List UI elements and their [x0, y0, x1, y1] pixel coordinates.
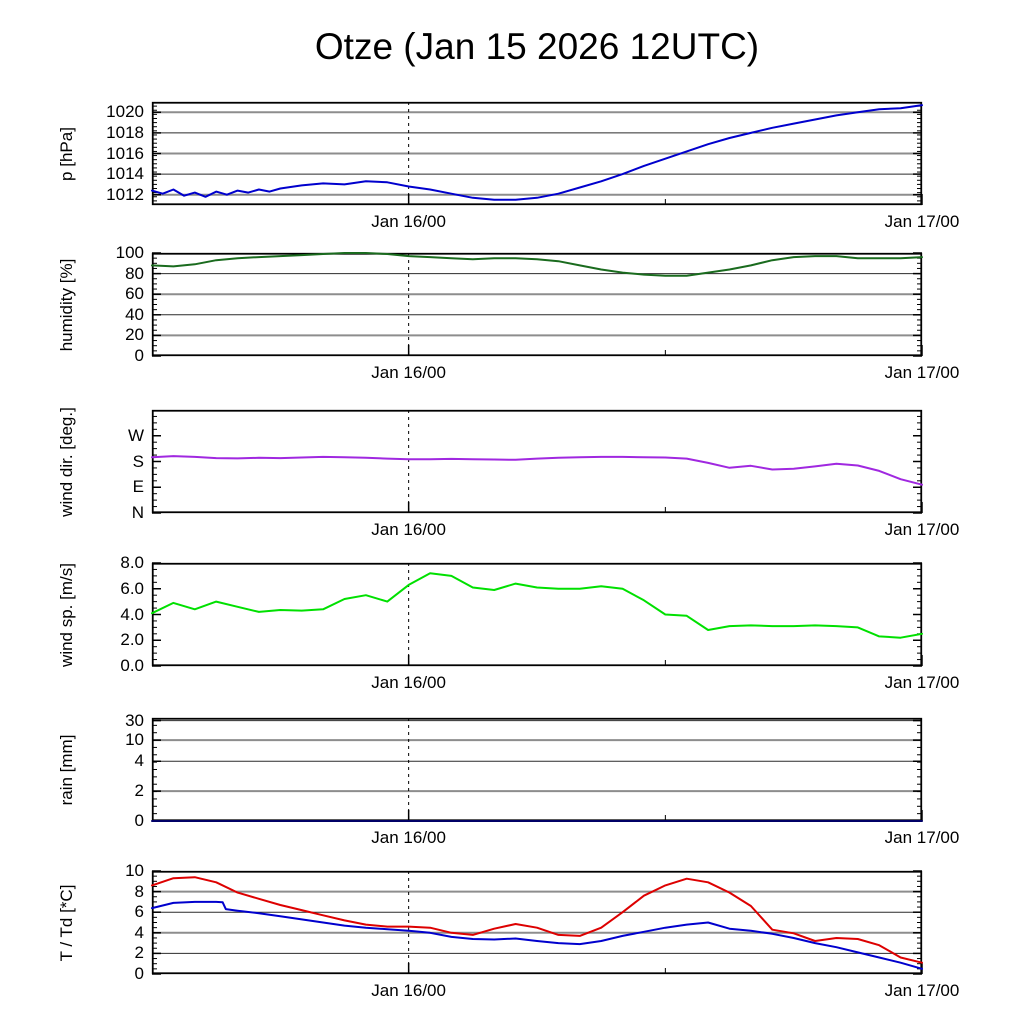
y-axis-label: wind sp. [m/s] [57, 562, 76, 667]
y-tick-label: 1018 [106, 122, 144, 142]
panel-border [151, 562, 923, 667]
panel-plot-wind_direction [151, 409, 923, 514]
y-tick-label: 2.0 [120, 630, 144, 650]
y-tick-label: 0.0 [120, 656, 144, 675]
panel-plot-pressure [151, 101, 923, 206]
chart-title: Otze (Jan 15 2026 12UTC) [314, 26, 760, 67]
x-tick-label: Jan 17/00 [884, 673, 960, 692]
y-tick-label: 4 [134, 751, 144, 771]
y-tick-label: S [132, 451, 144, 471]
y-tick-label: 30 [125, 710, 144, 730]
y-axis-label: p [hPa] [57, 126, 76, 181]
y-tick-label: 6 [134, 902, 144, 922]
series-line-wind_speed [151, 572, 923, 639]
y-tick-label: 4.0 [120, 604, 144, 624]
y-axis-label: wind dir. [deg.] [57, 406, 76, 517]
y-tick-label: 1014 [106, 164, 144, 184]
panel-plot-wind_speed [151, 562, 923, 667]
y-tick-label: 6.0 [120, 578, 144, 598]
panel-svg [151, 870, 923, 975]
y-tick-label: 10 [125, 730, 144, 750]
panel-border [151, 101, 923, 206]
panel-svg [151, 562, 923, 667]
y-tick-label: 60 [125, 284, 144, 304]
x-tick-label: Jan 17/00 [884, 363, 960, 382]
y-tick-label: W [127, 425, 144, 445]
y-tick-label: 0 [134, 964, 144, 983]
panel-svg [151, 101, 923, 206]
y-tick-label: 1012 [106, 184, 144, 204]
x-tick-label: Jan 16/00 [371, 981, 446, 1000]
series-line-temperature [151, 876, 923, 964]
panel-svg [151, 252, 923, 357]
y-tick-label: 4 [134, 922, 144, 942]
y-axis-label: humidity [%] [57, 258, 76, 351]
x-tick-label: Jan 16/00 [371, 673, 446, 692]
y-axis-label: T / Td [*C] [57, 884, 76, 961]
panel-svg [151, 717, 923, 822]
y-tick-label: E [132, 477, 144, 497]
x-tick-label: Jan 16/00 [371, 520, 446, 539]
y-tick-label: 40 [125, 304, 144, 324]
y-tick-label: 20 [125, 325, 144, 345]
y-tick-label: 10 [125, 861, 144, 880]
x-tick-label: Jan 17/00 [884, 981, 960, 1000]
y-tick-label: 0 [134, 811, 144, 830]
panel-border [151, 870, 923, 975]
panel-border [151, 252, 923, 357]
x-tick-label: Jan 17/00 [884, 212, 960, 231]
y-tick-label: 2 [134, 943, 144, 963]
y-tick-label: 1020 [106, 102, 144, 122]
x-tick-label: Jan 16/00 [371, 828, 446, 847]
x-tick-label: Jan 17/00 [884, 828, 960, 847]
panel-plot-rain [151, 717, 923, 822]
y-tick-label: 0 [134, 346, 144, 365]
y-tick-label: 8.0 [120, 553, 144, 572]
panel-plot-temperature [151, 870, 923, 975]
series-line-dewpoint [151, 900, 923, 970]
y-tick-label: 100 [115, 243, 144, 262]
x-tick-label: Jan 16/00 [371, 212, 446, 231]
series-line-wind_direction [151, 455, 923, 486]
y-tick-label: 80 [125, 263, 144, 283]
panel-border [151, 717, 923, 822]
y-axis-label: rain [mm] [57, 734, 76, 805]
series-line-humidity [151, 252, 923, 277]
panel-svg [151, 409, 923, 514]
y-tick-label: N [131, 503, 144, 522]
y-tick-label: 1016 [106, 143, 144, 163]
x-tick-label: Jan 17/00 [884, 520, 960, 539]
series-line-pressure [151, 104, 923, 201]
y-tick-label: 8 [134, 881, 144, 901]
x-tick-label: Jan 16/00 [371, 363, 446, 382]
y-tick-label: 2 [134, 781, 144, 801]
panel-border [151, 409, 923, 514]
panel-plot-humidity [151, 252, 923, 357]
